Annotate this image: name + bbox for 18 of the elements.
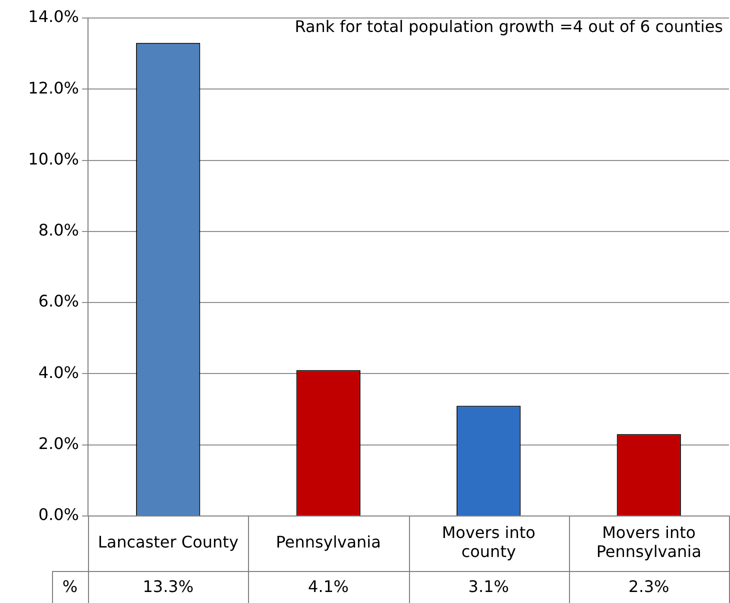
x-tick-label: Movers into county [442,523,536,562]
y-tick-label: 10.0% [28,149,79,168]
y-tick-label: 2.0% [38,434,79,454]
x-tick-label: Movers into Pennsylvania [596,523,702,562]
text: 3.1% [468,577,509,596]
y-tick-label: 14.0% [28,7,79,26]
y-tick-label: 8.0% [38,220,79,240]
text: 2.3% [628,577,670,596]
y-tick-label: 4.0% [38,362,79,382]
text: 4.1% [308,577,349,596]
x-tick-label: Lancaster County [98,532,238,552]
y-tick-label: 6.0% [38,292,79,311]
annotation: Rank for total population growth =4 out of 6 counties [294,17,723,36]
text: % [62,577,78,596]
x-tick-label: Pennsylvania [276,532,381,552]
y-tick-label: 12.0% [28,78,79,98]
text: 13.3% [142,577,194,596]
y-tick-label: 0.0% [38,505,79,524]
